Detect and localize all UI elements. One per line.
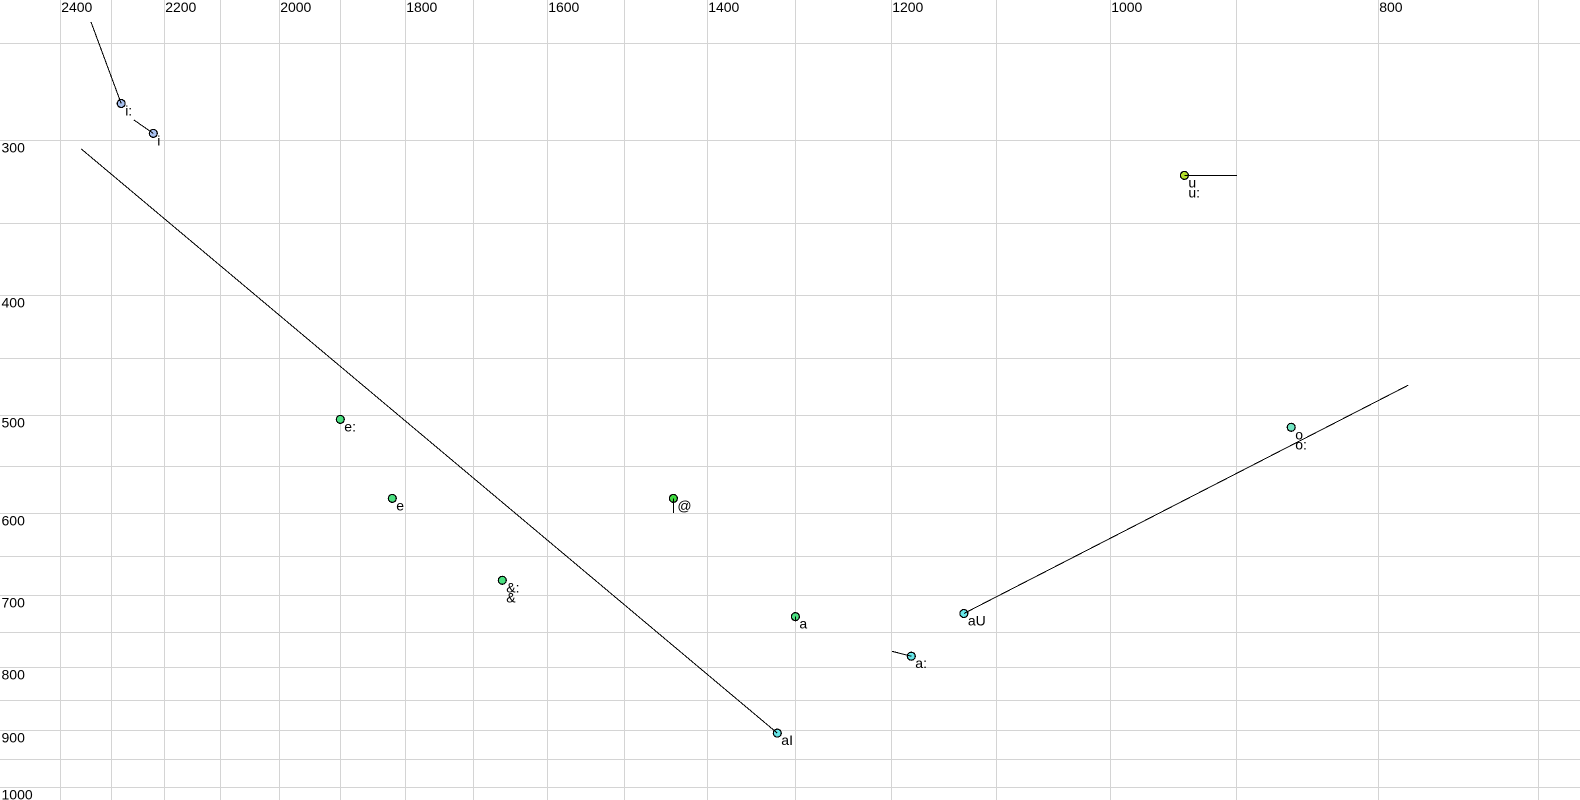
svg-text:u:: u: <box>1188 184 1200 200</box>
svg-text:300: 300 <box>2 139 26 155</box>
svg-text:u: u <box>1188 174 1196 190</box>
svg-text:i: i <box>157 132 160 148</box>
svg-text:i:: i: <box>125 103 132 119</box>
svg-text:2200: 2200 <box>165 0 196 15</box>
svg-text:400: 400 <box>2 294 26 310</box>
svg-text:2400: 2400 <box>61 0 92 15</box>
svg-text:aI: aI <box>781 732 793 748</box>
svg-text:aU: aU <box>968 613 986 629</box>
svg-text:&:: &: <box>506 579 519 595</box>
svg-text:500: 500 <box>2 414 26 430</box>
svg-text:e: e <box>396 497 404 513</box>
svg-text:&: & <box>506 589 516 605</box>
svg-text:1400: 1400 <box>708 0 739 15</box>
svg-text:a: a <box>799 616 807 632</box>
svg-text:o:: o: <box>1295 436 1307 452</box>
svg-text:@: @ <box>677 497 691 513</box>
svg-text:o: o <box>1295 426 1303 442</box>
svg-text:a:: a: <box>915 655 927 671</box>
svg-text:1200: 1200 <box>892 0 923 15</box>
svg-text:2000: 2000 <box>280 0 311 15</box>
svg-text:e:: e: <box>344 418 356 434</box>
svg-text:800: 800 <box>2 666 26 682</box>
svg-text:600: 600 <box>2 512 26 528</box>
svg-text:900: 900 <box>2 729 26 745</box>
svg-text:1600: 1600 <box>548 0 579 15</box>
svg-text:700: 700 <box>2 594 26 610</box>
svg-text:1000: 1000 <box>1111 0 1142 15</box>
svg-text:1000: 1000 <box>2 786 33 800</box>
svg-text:1800: 1800 <box>406 0 437 15</box>
svg-text:800: 800 <box>1379 0 1403 15</box>
